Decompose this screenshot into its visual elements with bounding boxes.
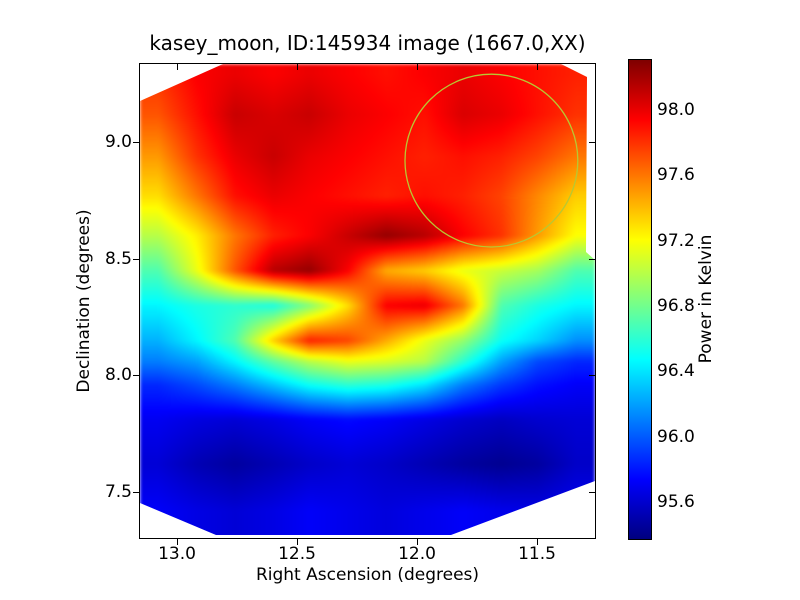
colorbar-tick-label: 96.0 [657, 427, 695, 447]
x-tick-mark-top [297, 64, 298, 70]
x-tick-label: 11.5 [518, 544, 556, 564]
x-tick-mark-top [177, 64, 178, 70]
x-axis-label: Right Ascension (degrees) [255, 565, 480, 585]
y-tick-label: 7.5 [104, 482, 132, 502]
x-tick-mark [417, 539, 418, 545]
y-tick-mark [133, 375, 139, 376]
x-tick-mark [177, 539, 178, 545]
colorbar [628, 59, 652, 540]
y-tick-mark [133, 259, 139, 260]
x-tick-mark [537, 539, 538, 545]
x-tick-label: 12.5 [278, 544, 316, 564]
y-tick-mark-right [589, 375, 595, 376]
colorbar-tick-label: 96.8 [657, 296, 695, 316]
x-tick-label: 13.0 [158, 544, 196, 564]
colorbar-tick-label: 98.0 [657, 100, 695, 120]
x-tick-mark-top [417, 64, 418, 70]
heatmap-image[interactable] [140, 64, 595, 535]
x-tick-label: 12.0 [398, 544, 436, 564]
plot-title: kasey_moon, ID:145934 image (1667.0,XX) [149, 31, 586, 55]
colorbar-tick-label: 97.6 [657, 165, 695, 185]
x-tick-mark-top [537, 64, 538, 70]
colorbar-tick-label: 96.4 [657, 361, 695, 381]
y-tick-label: 8.0 [104, 365, 132, 385]
y-tick-label: 9.0 [104, 132, 132, 152]
x-tick-mark [297, 539, 298, 545]
y-tick-mark [133, 142, 139, 143]
y-tick-label: 8.5 [104, 249, 132, 269]
colorbar-tick-label: 95.6 [657, 492, 695, 512]
y-axis-label: Declination (degrees) [74, 209, 94, 393]
plot-area [139, 63, 596, 539]
colorbar-tick-label: 97.2 [657, 231, 695, 251]
y-tick-mark-right [589, 142, 595, 143]
y-tick-mark-right [589, 492, 595, 493]
colorbar-label: Power in Kelvin [696, 234, 716, 364]
y-tick-mark [133, 492, 139, 493]
y-tick-mark-right [589, 259, 595, 260]
